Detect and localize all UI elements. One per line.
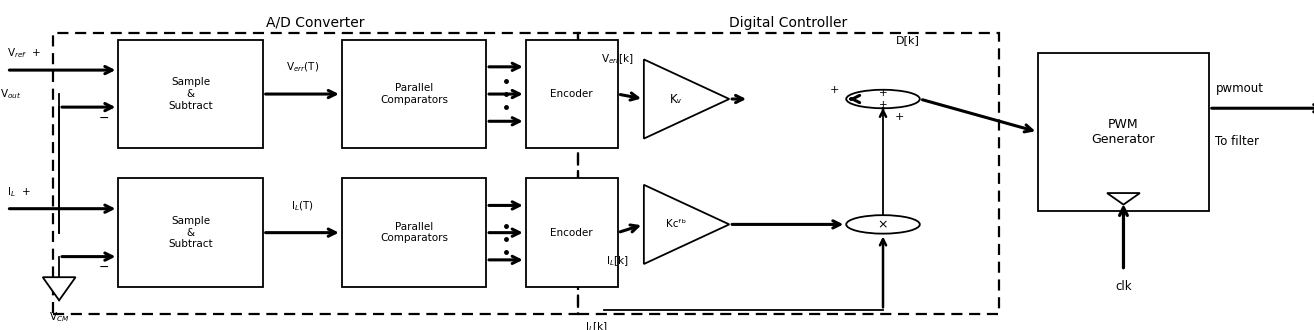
Text: V$_{out}$: V$_{out}$	[0, 87, 21, 101]
FancyBboxPatch shape	[118, 178, 263, 287]
Text: To filter: To filter	[1215, 135, 1259, 148]
FancyBboxPatch shape	[342, 178, 486, 287]
Text: Parallel
Comparators: Parallel Comparators	[380, 83, 448, 105]
Polygon shape	[644, 185, 729, 264]
Text: Encoder: Encoder	[551, 89, 593, 99]
Polygon shape	[42, 277, 75, 300]
Text: I$_L$(T): I$_L$(T)	[290, 199, 314, 213]
Text: $+$: $+$	[894, 111, 904, 122]
Polygon shape	[644, 59, 729, 139]
Text: clk: clk	[1116, 280, 1131, 293]
FancyBboxPatch shape	[526, 40, 618, 148]
Text: I$_L$  $+$: I$_L$ $+$	[7, 185, 30, 199]
FancyBboxPatch shape	[1038, 53, 1209, 211]
Polygon shape	[1106, 193, 1139, 205]
FancyBboxPatch shape	[526, 178, 618, 287]
Text: PWM
Generator: PWM Generator	[1092, 118, 1155, 146]
Text: Sample
&
Subtract: Sample & Subtract	[168, 78, 213, 111]
Text: $-$: $-$	[99, 260, 109, 273]
Text: pwmout: pwmout	[1215, 82, 1264, 95]
Circle shape	[846, 215, 920, 234]
Text: Encoder: Encoder	[551, 228, 593, 238]
Circle shape	[846, 90, 920, 108]
Text: +
+: + +	[879, 88, 887, 110]
Text: Sample
&
Subtract: Sample & Subtract	[168, 216, 213, 249]
Text: A/D Converter: A/D Converter	[267, 16, 364, 30]
Text: $-$: $-$	[99, 111, 109, 123]
Text: I$_L$[k]: I$_L$[k]	[585, 320, 607, 330]
Text: V$_{ref}$  $+$: V$_{ref}$ $+$	[7, 47, 41, 60]
FancyBboxPatch shape	[118, 40, 263, 148]
Text: ×: ×	[878, 218, 888, 231]
Text: Digital Controller: Digital Controller	[729, 16, 848, 30]
Text: $+$: $+$	[829, 83, 840, 95]
Text: I$_L$[k]: I$_L$[k]	[606, 254, 629, 268]
Text: Parallel
Comparators: Parallel Comparators	[380, 222, 448, 244]
Text: V$_{err}$(T): V$_{err}$(T)	[285, 61, 319, 74]
Text: D[k]: D[k]	[896, 35, 920, 45]
Text: V$_{CM}$: V$_{CM}$	[49, 310, 70, 324]
Text: Kᵥ: Kᵥ	[670, 92, 682, 106]
Text: Kᴄᶠᵇ: Kᴄᶠᵇ	[666, 219, 686, 229]
Text: V$_{err}$[k]: V$_{err}$[k]	[600, 52, 635, 66]
FancyBboxPatch shape	[342, 40, 486, 148]
